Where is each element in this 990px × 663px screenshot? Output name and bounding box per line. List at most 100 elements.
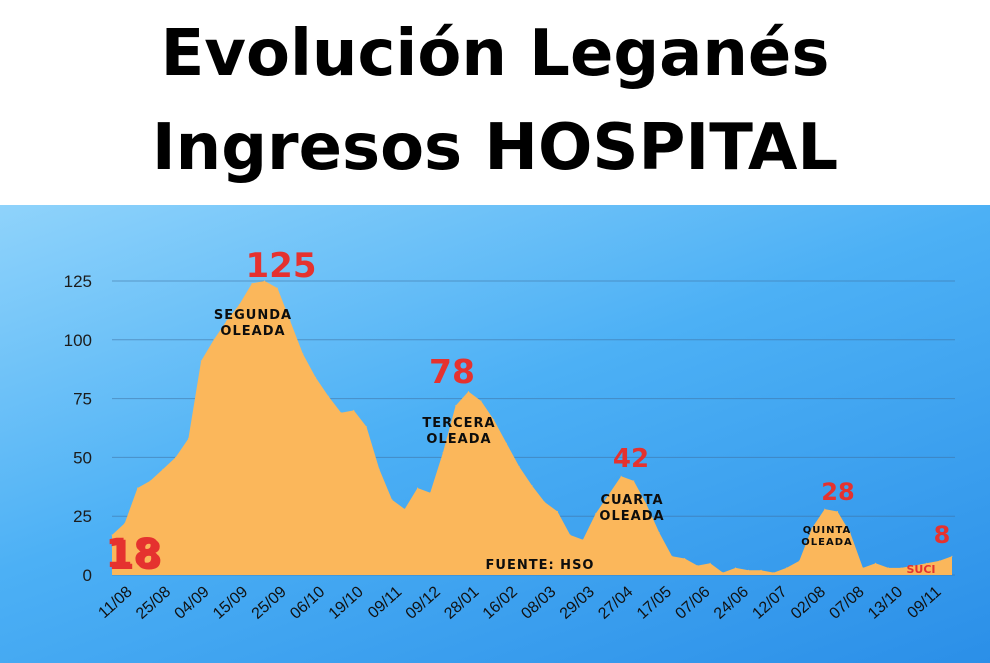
data-point	[671, 555, 673, 557]
source-label: FUENTE: HSO	[486, 558, 595, 573]
data-point	[722, 572, 724, 574]
data-point	[417, 487, 418, 489]
data-point	[493, 419, 495, 421]
data-point	[900, 567, 902, 569]
peak-label: 42	[613, 444, 649, 474]
x-tick-label: 06/10	[287, 583, 328, 622]
x-tick-label: 07/08	[826, 583, 867, 622]
x-tick-label: 09/11	[904, 583, 944, 622]
data-point	[913, 565, 915, 567]
data-point	[557, 511, 558, 512]
peak-label: 125	[246, 246, 317, 286]
data-point	[238, 304, 240, 305]
area-fill	[112, 281, 952, 575]
data-point	[646, 503, 647, 505]
data-point	[786, 567, 787, 569]
data-point	[226, 320, 227, 322]
data-point	[251, 282, 253, 284]
data-point	[760, 569, 762, 571]
peak-label: 78	[429, 352, 475, 391]
wave-label-line2: OLEADA	[599, 509, 664, 524]
y-tick-label: 0	[83, 566, 92, 585]
wave-label-line1: CUARTA	[600, 493, 663, 508]
data-point	[697, 565, 698, 567]
data-point	[455, 405, 457, 407]
data-point	[798, 560, 800, 562]
data-point	[315, 376, 317, 378]
data-point	[747, 569, 749, 571]
x-axis-ticks: 11/0825/0804/0915/0925/0906/1019/1009/11…	[95, 583, 944, 622]
data-point	[162, 468, 164, 470]
data-point	[735, 567, 737, 569]
data-point	[926, 562, 927, 564]
data-point	[213, 339, 215, 341]
data-point	[824, 508, 826, 510]
data-point	[811, 527, 813, 529]
data-point	[187, 438, 189, 440]
data-point	[569, 534, 571, 536]
data-point	[175, 456, 177, 458]
x-tick-label: 12/07	[749, 583, 790, 622]
data-point	[849, 532, 851, 534]
data-point	[391, 499, 393, 501]
x-tick-label: 09/11	[365, 583, 405, 622]
peak-label: 28	[821, 478, 854, 506]
data-point	[467, 391, 469, 392]
data-point	[289, 320, 291, 322]
data-point	[620, 475, 622, 477]
peak-label-shadow: 18	[107, 533, 163, 579]
y-tick-label: 100	[64, 331, 92, 350]
data-point	[506, 442, 507, 444]
data-point	[378, 468, 380, 470]
data-point	[149, 480, 151, 482]
data-point	[302, 353, 304, 355]
data-point	[531, 485, 533, 487]
y-axis-ticks: 0 25 50 75 100 125	[64, 272, 92, 585]
x-tick-label: 13/10	[865, 583, 906, 622]
x-tick-label: 02/08	[788, 583, 829, 622]
data-point	[480, 400, 482, 402]
data-point	[607, 494, 609, 496]
suci-label: SUCI	[906, 563, 935, 576]
annotations: 18181257842288SEGUNDAOLEADATERCERAOLEADA…	[105, 246, 950, 579]
data-point	[951, 555, 953, 557]
data-point	[353, 409, 355, 411]
x-tick-label: 08/03	[518, 583, 559, 622]
data-point	[111, 534, 113, 536]
x-tick-label: 11/08	[95, 583, 135, 622]
wave-label-line1: QUINTA	[803, 525, 852, 536]
x-tick-label: 24/06	[711, 583, 752, 622]
x-tick-label: 27/04	[595, 583, 636, 622]
peak-label: 18	[105, 531, 161, 577]
data-point	[264, 280, 266, 282]
data-point	[862, 567, 864, 569]
data-point	[200, 360, 202, 362]
data-point	[442, 452, 444, 454]
wave-label-line2: OLEADA	[220, 324, 285, 339]
x-tick-label: 16/02	[480, 583, 521, 622]
chart-title-line-1: Evolución Leganés	[160, 17, 830, 91]
data-point	[658, 532, 660, 534]
x-tick-label: 29/03	[557, 583, 598, 622]
data-point	[366, 426, 367, 428]
x-tick-label: 04/09	[172, 583, 213, 622]
x-tick-label: 09/12	[403, 583, 444, 622]
chart-title-line-2: Ingresos HOSPITAL	[151, 111, 839, 185]
wave-label-line1: TERCERA	[422, 416, 495, 431]
data-point	[277, 287, 278, 289]
x-tick-label: 25/09	[249, 583, 290, 622]
data-point	[582, 539, 584, 541]
data-point	[544, 501, 546, 503]
data-point	[887, 567, 889, 569]
data-point	[518, 466, 520, 468]
title-block: Evolución Leganés Ingresos HOSPITAL	[0, 0, 990, 205]
y-tick-label: 50	[73, 448, 92, 467]
x-tick-label: 19/10	[326, 583, 367, 622]
x-tick-label: 07/06	[672, 583, 713, 622]
peak-label: 8	[934, 521, 951, 549]
y-tick-label: 25	[73, 507, 92, 526]
data-point	[404, 508, 406, 510]
data-point	[595, 513, 597, 515]
data-point	[709, 562, 711, 564]
